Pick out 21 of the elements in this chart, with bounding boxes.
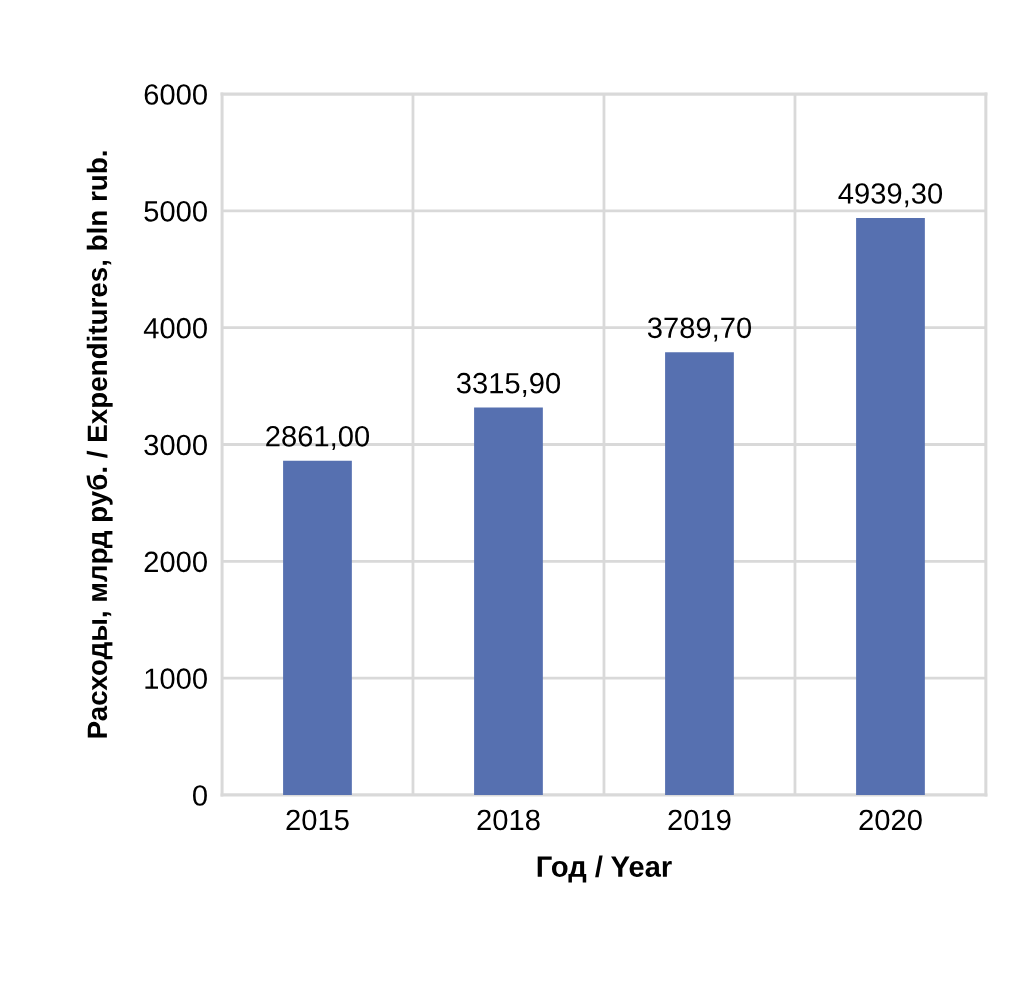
y-tick-label: 0 xyxy=(193,785,207,806)
y-tick-label: 4000 xyxy=(143,317,207,339)
data-label: 3789,70 xyxy=(647,317,752,342)
y-tick-label: 6000 xyxy=(144,84,207,105)
y-axis-title: Расходы, млрд руб. / Expenditures, bln rub. xyxy=(86,151,113,738)
bar xyxy=(856,217,925,795)
y-tick-label: 1000 xyxy=(145,668,207,690)
bar xyxy=(665,352,734,795)
x-tick-label: 2019 xyxy=(668,809,731,831)
data-label: 2861,00 xyxy=(266,425,370,451)
bar xyxy=(474,407,543,795)
x-axis-title: Год / Year xyxy=(537,855,672,883)
data-label: 4939,30 xyxy=(838,183,943,208)
y-tick-label: 5000 xyxy=(144,201,207,222)
data-label: 3315,90 xyxy=(456,372,561,397)
bar xyxy=(283,460,352,795)
x-tick-label: 2020 xyxy=(859,809,922,831)
y-tick-label: 2000 xyxy=(144,551,207,573)
x-tick-label: 2018 xyxy=(477,809,540,831)
y-tick-label: 3000 xyxy=(144,434,207,456)
x-tick-label: 2015 xyxy=(286,809,349,831)
